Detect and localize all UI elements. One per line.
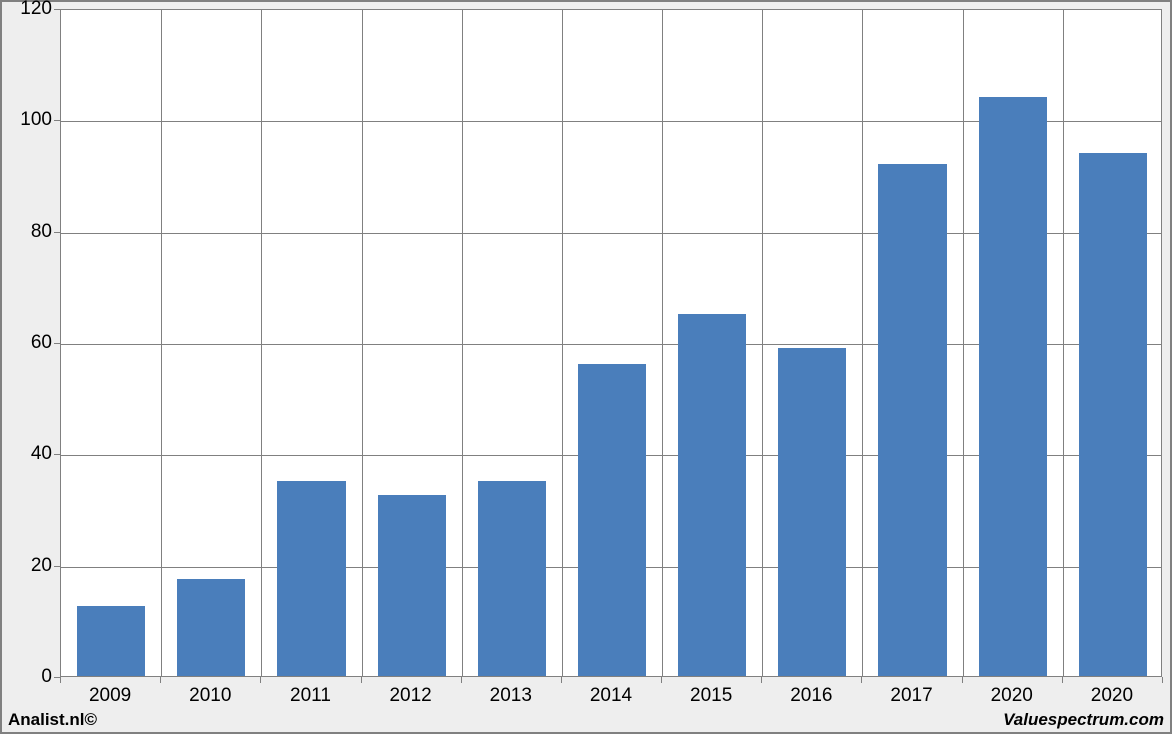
- bar: [177, 579, 245, 676]
- gridline-vertical: [161, 10, 162, 676]
- xtick-mark: [361, 677, 362, 683]
- xtick-mark: [661, 677, 662, 683]
- ytick-mark: [54, 566, 60, 567]
- bar: [979, 97, 1047, 676]
- ytick-label: 0: [6, 666, 52, 688]
- bar: [578, 364, 646, 676]
- bar: [778, 348, 846, 676]
- xtick-label: 2015: [690, 685, 732, 707]
- ytick-mark: [54, 232, 60, 233]
- gridline-vertical: [862, 10, 863, 676]
- gridline-vertical: [1063, 10, 1064, 676]
- bar: [878, 164, 946, 676]
- xtick-mark: [561, 677, 562, 683]
- xtick-mark: [160, 677, 161, 683]
- xtick-label: 2020: [991, 685, 1033, 707]
- bar: [678, 314, 746, 676]
- xtick-label: 2016: [790, 685, 832, 707]
- footer: Analist.nl© Valuespectrum.com: [8, 709, 1164, 731]
- xtick-label: 2014: [590, 685, 632, 707]
- attribution-left: Analist.nl©: [8, 710, 97, 730]
- xtick-label: 2011: [290, 685, 331, 707]
- gridline-vertical: [362, 10, 363, 676]
- xtick-mark: [1162, 677, 1163, 683]
- chart-frame: Analist.nl© Valuespectrum.com 0 20 40 60 80 1…: [0, 0, 1172, 734]
- ytick-label: 20: [6, 555, 52, 577]
- ytick-mark: [54, 343, 60, 344]
- bar: [478, 481, 546, 676]
- ytick-label: 100: [6, 109, 52, 131]
- xtick-label: 2020: [1091, 685, 1133, 707]
- xtick-label: 2009: [89, 685, 131, 707]
- ytick-label: 60: [6, 332, 52, 354]
- bar: [1079, 153, 1147, 676]
- xtick-label: 2010: [189, 685, 231, 707]
- gridline-vertical: [462, 10, 463, 676]
- gridline-vertical: [762, 10, 763, 676]
- xtick-label: 2017: [890, 685, 932, 707]
- ytick-mark: [54, 9, 60, 10]
- bar: [277, 481, 345, 676]
- xtick-mark: [962, 677, 963, 683]
- xtick-mark: [60, 677, 61, 683]
- gridline-vertical: [562, 10, 563, 676]
- ytick-label: 120: [6, 0, 52, 20]
- gridline-vertical: [662, 10, 663, 676]
- xtick-mark: [461, 677, 462, 683]
- gridline-vertical: [963, 10, 964, 676]
- plot-area: [60, 9, 1162, 677]
- attribution-right: Valuespectrum.com: [1003, 710, 1164, 730]
- bar: [378, 495, 446, 676]
- xtick-label: 2013: [490, 685, 532, 707]
- xtick-label: 2012: [389, 685, 431, 707]
- ytick-label: 80: [6, 221, 52, 243]
- xtick-mark: [260, 677, 261, 683]
- bar: [77, 606, 145, 676]
- ytick-mark: [54, 454, 60, 455]
- gridline-vertical: [261, 10, 262, 676]
- ytick-label: 40: [6, 443, 52, 465]
- ytick-mark: [54, 120, 60, 121]
- xtick-mark: [861, 677, 862, 683]
- xtick-mark: [761, 677, 762, 683]
- xtick-mark: [1062, 677, 1063, 683]
